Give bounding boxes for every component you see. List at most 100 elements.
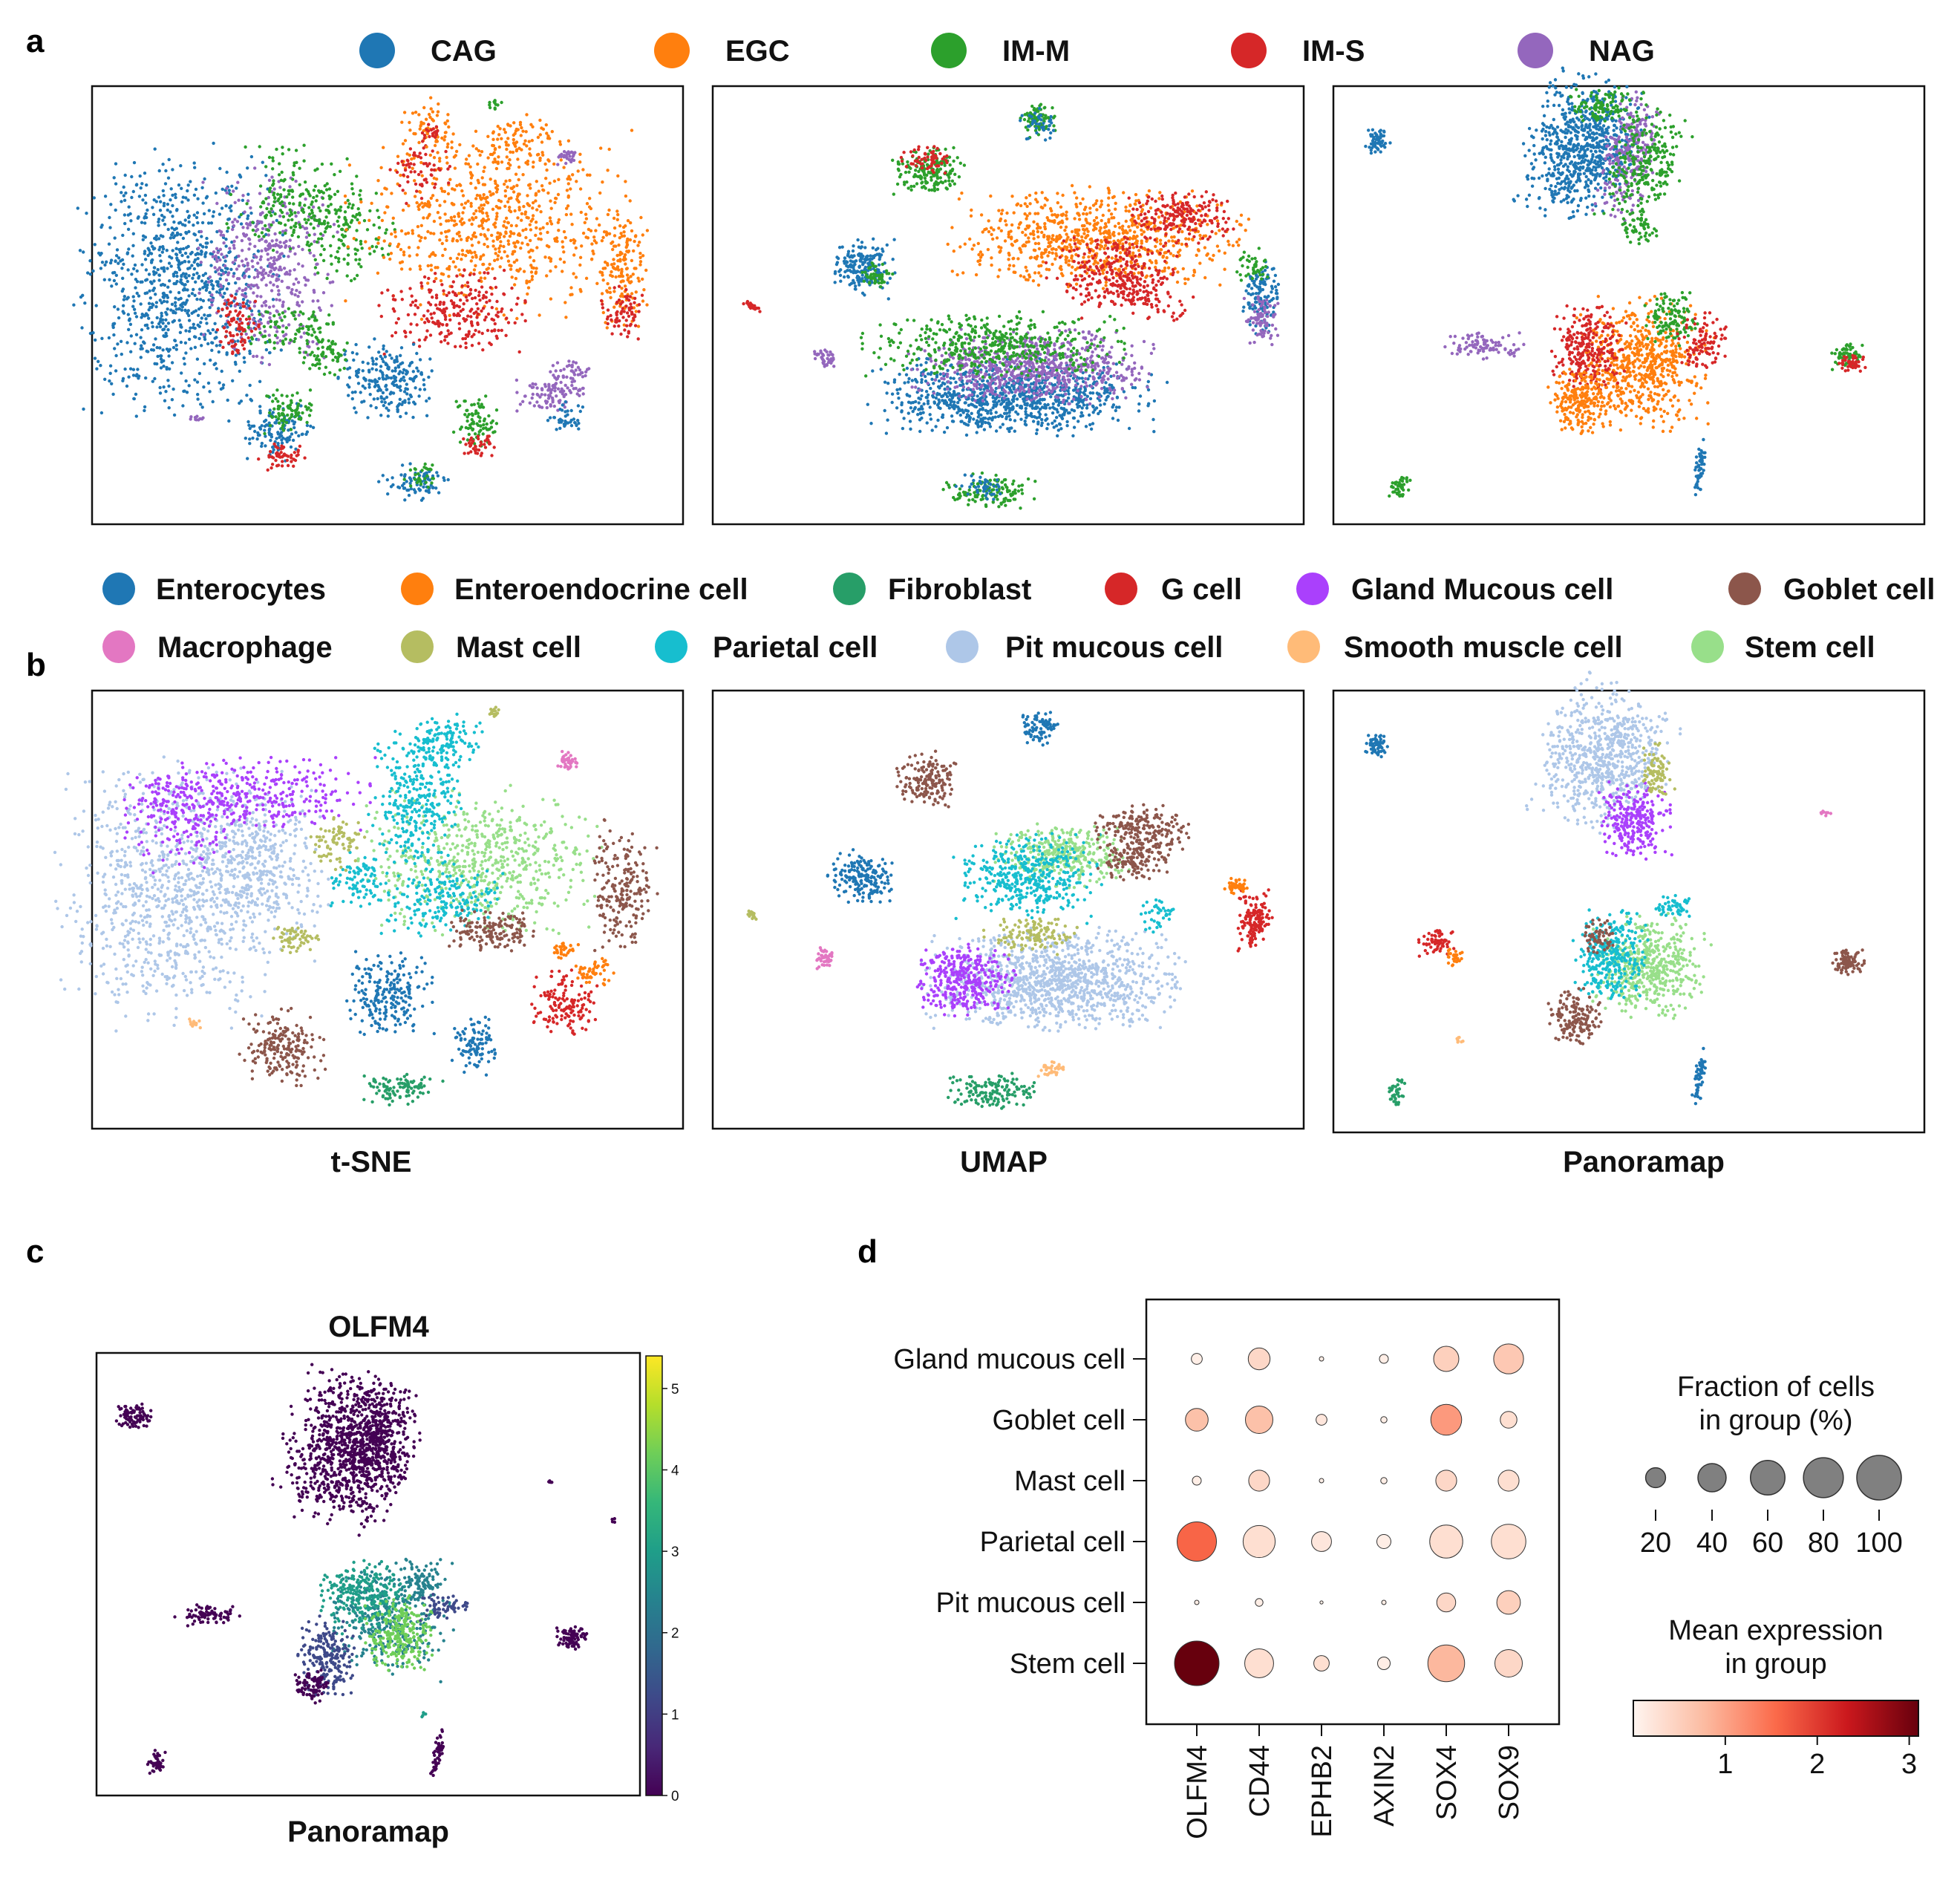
point-cluster [1019, 102, 1057, 140]
plot-frame [711, 85, 1305, 526]
dot-pit-mucous-cell-olfm4 [1194, 1599, 1200, 1605]
point-cluster [941, 471, 1037, 510]
legend-marker [833, 573, 866, 605]
point-cluster [954, 473, 1002, 501]
point-cluster [610, 1516, 617, 1524]
col-label-axin2: AXIN2 [1369, 1745, 1400, 1827]
point-cluster [318, 1559, 407, 1636]
point-cluster [899, 145, 949, 175]
dot-stem-cell-olfm4 [1174, 1640, 1220, 1686]
point-cluster [450, 1015, 497, 1077]
point-cluster [1242, 295, 1280, 347]
point-cluster [1592, 91, 1694, 222]
point-cluster [556, 149, 577, 166]
legend-label: NAG [1589, 35, 1655, 68]
point-cluster [371, 858, 505, 938]
legend-marker [401, 573, 434, 605]
size-legend-dot [1803, 1457, 1844, 1498]
panel-letter-c: c [26, 1233, 44, 1270]
point-cluster [420, 1711, 428, 1719]
legend-label: Gland Mucous cell [1351, 573, 1613, 606]
dot-gland-mucous-cell-ephb2 [1319, 1356, 1324, 1362]
embedding-label: Panoramap [1563, 1146, 1725, 1178]
dot-mast-cell-sox9 [1497, 1470, 1520, 1492]
dot-goblet-cell-axin2 [1380, 1416, 1388, 1423]
legend-marker [1105, 573, 1137, 605]
size-legend-dot [1697, 1463, 1727, 1493]
size-legend-title: Fraction of cells [1677, 1371, 1875, 1403]
point-cluster [336, 337, 434, 420]
legend-label: Smooth muscle cell [1344, 631, 1623, 664]
point-cluster [480, 113, 554, 171]
dot-goblet-cell-sox4 [1430, 1403, 1463, 1436]
point-cluster [1044, 235, 1179, 320]
legend-marker [946, 630, 979, 663]
color-legend-label: 3 [1901, 1749, 1917, 1780]
point-cluster [592, 818, 659, 953]
point-cluster [547, 1479, 554, 1484]
dot-parietal-cell-cd44 [1242, 1524, 1276, 1559]
col-label-ephb2: EPHB2 [1307, 1745, 1338, 1838]
size-legend-label: 80 [1808, 1527, 1839, 1559]
point-cluster [1546, 987, 1603, 1046]
point-cluster [952, 832, 1104, 925]
point-cluster [53, 755, 285, 1033]
point-cluster [546, 400, 585, 431]
point-cluster [429, 1728, 445, 1778]
point-cluster [1831, 948, 1866, 976]
colorbar-tick-label: 3 [671, 1545, 679, 1560]
legend-marker [655, 630, 687, 663]
point-cluster [1223, 876, 1249, 896]
point-cluster [146, 1749, 167, 1775]
legend-marker [1691, 630, 1724, 663]
size-legend-dot [1644, 1467, 1667, 1489]
plot-frame [1332, 689, 1926, 1134]
point-cluster [114, 1402, 153, 1429]
dot-pit-mucous-cell-sox9 [1496, 1590, 1521, 1615]
legend-marker [1287, 630, 1320, 663]
dot-mast-cell-axin2 [1380, 1477, 1388, 1484]
point-cluster [1590, 911, 1713, 1020]
point-cluster [419, 1593, 469, 1622]
dot-stem-cell-axin2 [1377, 1657, 1391, 1670]
point-cluster [1546, 361, 1616, 436]
dot-goblet-cell-ephb2 [1316, 1414, 1327, 1426]
legend-label: Goblet cell [1783, 573, 1936, 606]
point-cluster [488, 705, 500, 718]
point-cluster [919, 925, 1187, 1033]
dot-pit-mucous-cell-cd44 [1255, 1598, 1264, 1607]
point-cluster [1388, 1077, 1407, 1106]
point-cluster [345, 950, 436, 1037]
col-label-sox9: SOX9 [1494, 1745, 1525, 1820]
legend-item-macrophage: Macrophage [102, 630, 333, 664]
panel-letters: a b c d [26, 23, 878, 1270]
dotplot-panel: Gland mucous cell Goblet cell Mast cell Par… [893, 1298, 1919, 1839]
point-cluster [1571, 908, 1650, 1000]
colorbar-tick-label: 1 [671, 1707, 679, 1723]
dot-pit-mucous-cell-ephb2 [1319, 1600, 1324, 1605]
legend-item-parietal-cell: Parietal cell [655, 630, 878, 664]
legend-marker [931, 33, 967, 68]
size-legend-dot [1750, 1460, 1786, 1496]
point-cluster [329, 850, 379, 908]
point-cluster [293, 1669, 330, 1705]
point-cluster [891, 146, 967, 196]
dot-mast-cell-olfm4 [1192, 1475, 1202, 1486]
point-cluster [188, 1017, 202, 1030]
point-cluster [549, 359, 591, 388]
legend-item-fibroblast: Fibroblast [833, 573, 1031, 606]
point-cluster [1021, 711, 1059, 747]
scatter-a-umap [711, 85, 1305, 526]
colorbar-tick-label: 5 [671, 1382, 679, 1397]
point-cluster [362, 1072, 445, 1107]
legend-marker [1231, 33, 1267, 68]
point-cluster [420, 123, 440, 143]
point-cluster [895, 749, 958, 809]
point-cluster [257, 442, 307, 472]
point-cluster [1096, 842, 1171, 881]
point-cluster [1455, 1035, 1465, 1044]
legend-marker [1296, 573, 1329, 605]
dot-mast-cell-cd44 [1248, 1470, 1270, 1492]
legend-label: EGC [725, 35, 790, 68]
